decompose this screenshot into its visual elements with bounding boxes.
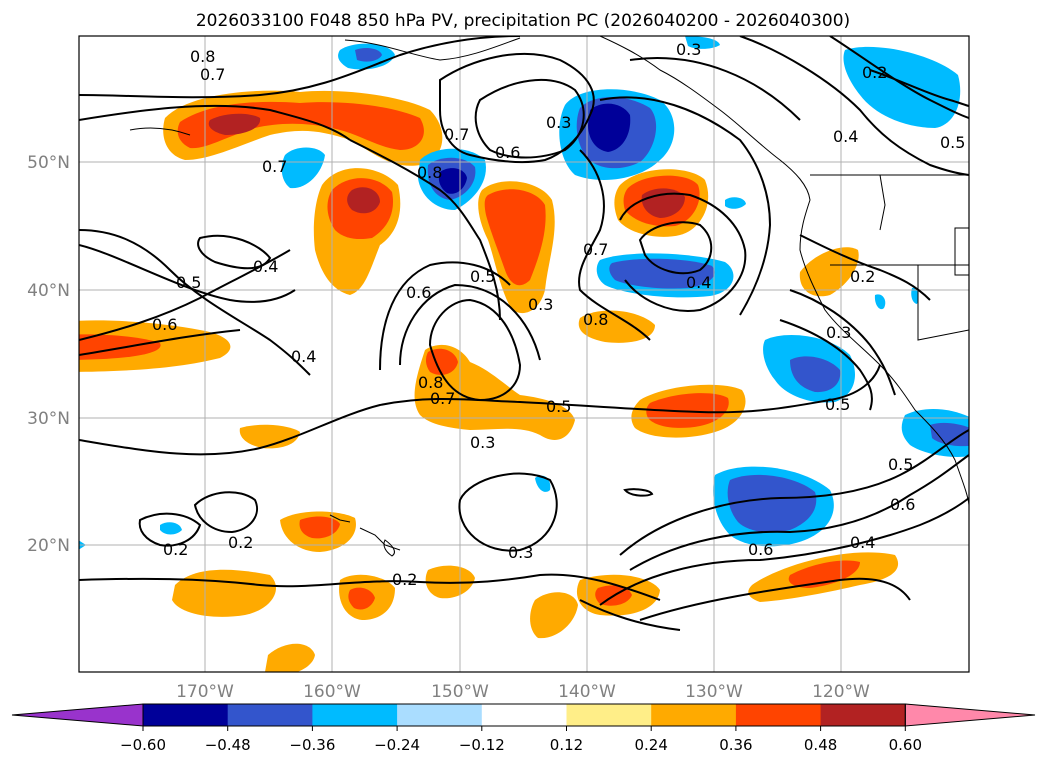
- contour-label: 0.2: [163, 540, 188, 559]
- lat-label: 20°N: [27, 536, 70, 556]
- contour-label: 0.8: [417, 163, 442, 182]
- contour-label: 0.2: [392, 570, 417, 589]
- colorbar-segment: [397, 704, 483, 726]
- contour-label: 0.4: [291, 347, 316, 366]
- contour-label: 0.6: [152, 315, 177, 334]
- contour-label: 0.2: [228, 533, 253, 552]
- contour-label: 0.8: [418, 373, 443, 392]
- colorbar-segment: [227, 704, 313, 726]
- contour-label: 0.4: [253, 257, 278, 276]
- colorbar-tick-label: −0.60: [120, 736, 166, 754]
- contour-label: 0.5: [888, 455, 913, 474]
- colorbar-segment: [143, 704, 229, 726]
- precip-negative-anomalies: [79, 36, 969, 550]
- contour-label: 0.3: [528, 295, 553, 314]
- lon-label: 160°W: [303, 682, 361, 702]
- colorbar-tick-label: 0.24: [634, 736, 667, 754]
- colorbar-tick-label: 0.12: [550, 736, 583, 754]
- colorbar-extend-high: [904, 703, 1036, 727]
- colorbar-tick-label: 0.36: [719, 736, 752, 754]
- colorbar-tick-label: 0.48: [804, 736, 837, 754]
- contour-label: 0.7: [262, 157, 287, 176]
- colorbar-tick-label: −0.24: [374, 736, 420, 754]
- lon-label: 140°W: [558, 682, 616, 702]
- colorbar-tick-label: 0.60: [889, 736, 922, 754]
- contour-label: 0.3: [546, 113, 571, 132]
- colorbar-segment: [481, 704, 567, 726]
- contour-label: 0.8: [583, 310, 608, 329]
- map-panel: 0.8 0.7 0.7 0.6 0.3 0.3 0.2 0.4 0.5 0.8 …: [78, 35, 970, 673]
- colorbar: −0.60 −0.48 −0.36 −0.24 −0.12 0.12 0.24 0.36 0.4…: [11, 703, 1036, 754]
- contour-label: 0.2: [862, 63, 887, 82]
- gridlines: [79, 36, 969, 672]
- contour-label: 0.5: [470, 267, 495, 286]
- colorbar-tick-label: −0.12: [459, 736, 505, 754]
- contour-label: 0.8: [190, 47, 215, 66]
- precip-positive-anomalies: [79, 90, 899, 672]
- lat-label: 50°N: [27, 153, 70, 173]
- lon-label: 120°W: [812, 682, 870, 702]
- contour-label: 0.4: [850, 533, 875, 552]
- contour-label: 0.3: [470, 433, 495, 452]
- contour-label: 0.7: [583, 240, 608, 259]
- colorbar-tick-label: −0.48: [205, 736, 251, 754]
- coastlines: [129, 36, 969, 557]
- pv-contours: [79, 36, 969, 631]
- contour-label: 0.7: [444, 125, 469, 144]
- contour-labels: 0.8 0.7 0.7 0.6 0.3 0.3 0.2 0.4 0.5 0.8 …: [152, 40, 965, 589]
- contour-label: 0.3: [676, 40, 701, 59]
- contour-label: 0.2: [850, 267, 875, 286]
- colorbar-segment: [566, 704, 652, 726]
- lon-label: 150°W: [431, 682, 489, 702]
- contour-label: 0.5: [176, 273, 201, 292]
- contour-label: 0.6: [748, 540, 773, 559]
- contour-label: 0.7: [430, 389, 455, 408]
- colorbar-frame: [142, 703, 906, 727]
- lon-label: 170°W: [176, 682, 234, 702]
- colorbar-segment: [820, 704, 906, 726]
- longitude-labels: 170°W 160°W 150°W 140°W 130°W 120°W: [176, 682, 870, 702]
- lat-label: 40°N: [27, 281, 70, 301]
- contour-label: 0.5: [940, 133, 965, 152]
- contour-label: 0.4: [833, 127, 858, 146]
- lon-label: 130°W: [685, 682, 743, 702]
- contour-label: 0.3: [508, 543, 533, 562]
- map-title: 2026033100 F048 850 hPa PV, precipitatio…: [196, 11, 850, 31]
- contour-label: 0.6: [495, 143, 520, 162]
- contour-label: 0.3: [826, 323, 851, 342]
- contour-label: 0.7: [200, 65, 225, 84]
- contour-label: 0.6: [890, 495, 915, 514]
- colorbar-segment: [735, 704, 822, 726]
- colorbar-tick-label: −0.36: [289, 736, 335, 754]
- contour-label: 0.5: [546, 397, 571, 416]
- colorbar-segment: [651, 704, 737, 726]
- lat-label: 30°N: [27, 409, 70, 429]
- latitude-labels: 50°N 40°N 30°N 20°N: [27, 153, 70, 556]
- contour-label: 0.6: [406, 283, 431, 302]
- colorbar-extend-low: [11, 703, 144, 727]
- contour-label: 0.5: [825, 395, 850, 414]
- contour-label: 0.4: [686, 273, 711, 292]
- colorbar-segment: [312, 704, 398, 726]
